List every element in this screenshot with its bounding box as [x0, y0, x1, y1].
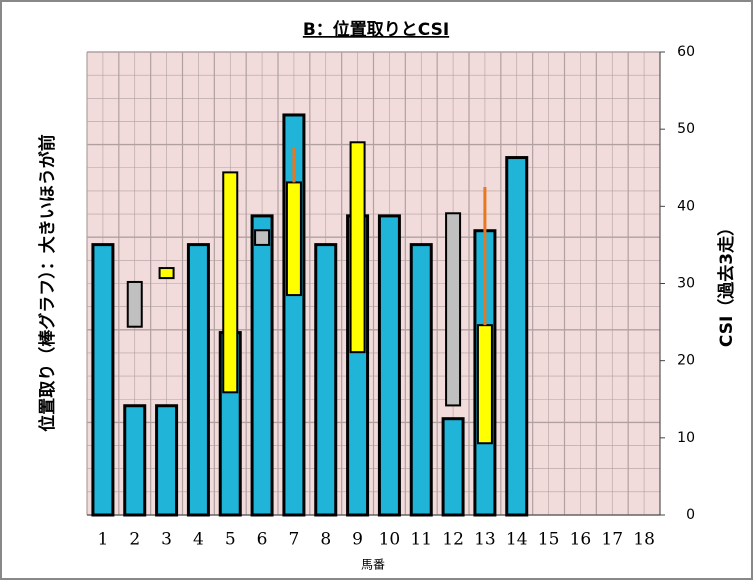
bar — [505, 156, 529, 517]
csi-range — [476, 324, 493, 445]
csi-range — [349, 141, 366, 354]
x-tick-label: 18 — [633, 530, 655, 550]
x-tick-label: 9 — [352, 530, 363, 550]
y2-tick-label: 40 — [677, 198, 695, 214]
bar — [409, 243, 433, 517]
x-tick-label: 7 — [289, 530, 300, 550]
bar — [441, 417, 465, 517]
x-tick-label: 16 — [570, 530, 592, 550]
x-tick-label: 17 — [601, 530, 623, 550]
csi-range — [222, 171, 239, 394]
x-axis-label: 馬番 — [361, 558, 385, 572]
bar — [123, 404, 147, 517]
csi-range — [158, 267, 175, 280]
y2-tick-label: 0 — [686, 507, 695, 523]
y2-tick-label: 20 — [677, 353, 695, 369]
x-tick-label: 12 — [442, 530, 464, 550]
x-tick-label: 4 — [193, 530, 204, 550]
bar — [250, 214, 274, 517]
bar — [377, 214, 401, 517]
csi-range — [445, 212, 462, 407]
chart-title: B：位置取りとCSI — [303, 19, 449, 40]
y2-tick-label: 60 — [677, 44, 695, 60]
y2-tick-label: 30 — [677, 276, 695, 292]
x-tick-label: 3 — [161, 530, 172, 550]
x-tick-label: 5 — [225, 530, 236, 550]
x-tick-label: 8 — [320, 530, 331, 550]
x-tick-label: 13 — [474, 530, 496, 550]
x-tick-label: 6 — [257, 530, 268, 550]
x-tick-label: 10 — [379, 530, 401, 550]
y2-tick-label: 10 — [677, 430, 695, 446]
x-tick-label: 14 — [506, 530, 528, 550]
csi-range — [285, 181, 302, 297]
x-tick-label: 2 — [129, 530, 140, 550]
x-tick-label: 11 — [410, 530, 432, 550]
y-axis-label: 位置取り（棒グラフ）：大きいほうが前 — [37, 134, 58, 432]
csi-range — [126, 280, 143, 328]
x-tick-label: 1 — [98, 530, 109, 550]
y2-axis-label: CSI（過去3走） — [716, 219, 737, 347]
csi-range — [254, 229, 271, 246]
x-tick-label: 15 — [538, 530, 560, 550]
y2-tick-label: 50 — [677, 121, 695, 137]
bar — [186, 243, 210, 517]
bar — [91, 243, 115, 517]
bar — [155, 404, 179, 517]
bar — [314, 243, 338, 517]
